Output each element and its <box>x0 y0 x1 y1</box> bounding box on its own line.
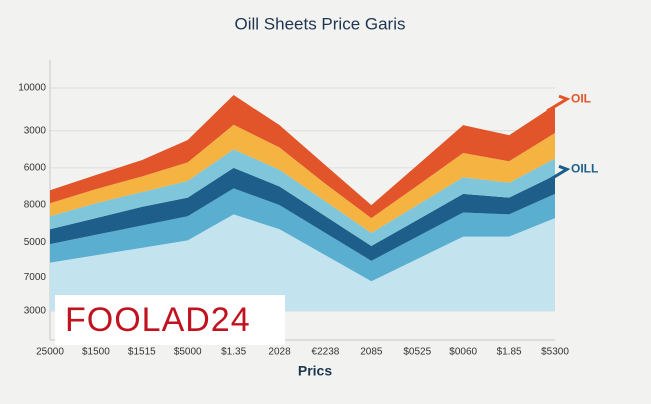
plot-area: 3000 7000 5000 8000 6000 3000 10000 25000 $1500 $… <box>18 60 598 358</box>
x-tick-label: $1500 <box>82 347 110 358</box>
x-tick-label: $0525 <box>403 347 431 358</box>
annotation-arrow <box>546 164 571 183</box>
x-axis-label: Prics <box>298 363 332 379</box>
y-tick-label: 3000 <box>24 125 47 136</box>
x-tick-label: $0060 <box>449 347 477 358</box>
x-tick-label: $1.35 <box>221 347 246 358</box>
watermark: FOOLAD24 <box>65 301 251 339</box>
x-tick-label: $1.85 <box>497 347 522 358</box>
annotation: OIL <box>571 91 591 105</box>
y-tick-label: 3000 <box>24 306 47 317</box>
x-tick-label: $5000 <box>174 347 202 358</box>
x-tick-label: €2238 <box>312 347 340 358</box>
annotation-arrow <box>546 94 571 113</box>
y-tick-label: 5000 <box>24 237 47 248</box>
area <box>50 95 555 219</box>
y-tick-label: 8000 <box>24 200 47 211</box>
annotation: OILL <box>571 162 598 176</box>
x-tick-label: 25000 <box>36 347 64 358</box>
chart-title: Oill Sheets Price Garis <box>235 14 406 33</box>
area <box>50 214 555 311</box>
x-tick-label: 2028 <box>268 347 291 358</box>
x-tick-label: $5300 <box>541 347 569 358</box>
area <box>50 149 555 246</box>
x-tick-label: 2085 <box>360 347 383 358</box>
y-tick-label: 6000 <box>24 163 47 174</box>
y-tick-label: 7000 <box>24 272 47 283</box>
area <box>50 167 555 261</box>
y-tick-label: 10000 <box>18 83 46 94</box>
area <box>50 124 555 233</box>
area <box>50 188 555 282</box>
x-tick-label: $1515 <box>128 347 156 358</box>
watermark-box <box>55 295 285 345</box>
